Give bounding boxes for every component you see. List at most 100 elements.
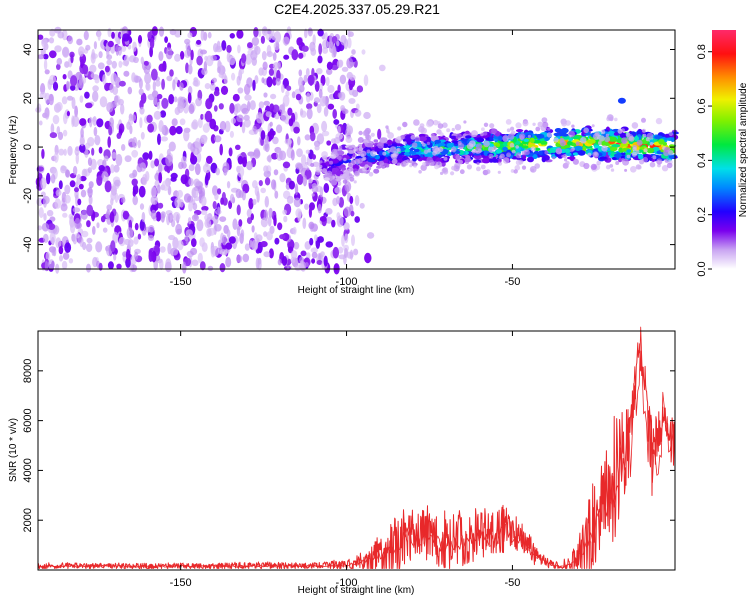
spectrogram-band-mark <box>670 137 675 143</box>
spectrogram-noise-mark <box>343 222 350 231</box>
spectrogram-halo-mark <box>607 114 614 121</box>
spectrogram-halo-mark <box>427 148 431 153</box>
spectrogram-halo-mark <box>519 133 526 140</box>
spectrogram-noise-mark <box>96 222 100 229</box>
spectrogram-noise-mark <box>59 255 63 262</box>
spectrogram-noise-mark <box>115 37 121 44</box>
spectrogram-noise-mark <box>43 53 49 60</box>
spectrogram-noise-mark <box>267 154 272 163</box>
colorbar-gradient <box>712 30 736 269</box>
snr-y-tick-label: 2000 <box>22 508 34 532</box>
spectrogram-noise-mark <box>192 202 198 211</box>
spectrogram-noise-mark <box>174 30 182 38</box>
spectrogram-band-mark <box>382 143 389 148</box>
spectrogram-noise-mark <box>67 35 74 45</box>
spectrogram-noise-mark <box>188 178 194 187</box>
spectrogram-noise-mark <box>331 64 339 71</box>
spectrogram-halo-mark <box>488 146 495 153</box>
spectrogram-noise-mark <box>343 206 352 217</box>
spectrogram-noise-mark <box>133 236 139 245</box>
spectrogram-halo-mark <box>426 156 434 164</box>
spectrogram-noise-mark <box>251 239 259 251</box>
spectrogram-noise-mark <box>204 174 209 186</box>
spectrogram-noise-mark <box>81 168 88 178</box>
spectrogram-noise-mark <box>245 53 252 65</box>
spectrogram-noise-mark <box>159 258 164 271</box>
spectrogram-noise-mark <box>260 35 265 44</box>
spectrogram-noise-mark <box>264 134 269 144</box>
spectrogram-noise-mark <box>273 31 282 44</box>
spectrogram-halo-mark <box>310 163 315 167</box>
spectrogram-noise-mark <box>191 238 197 248</box>
spectrogram-noise-mark <box>264 177 271 186</box>
spectrogram-noise-mark <box>120 197 126 204</box>
spectrogram-band-mark <box>323 177 330 181</box>
spectrogram-noise-mark <box>183 129 190 142</box>
spectrogram-halo-mark <box>643 148 648 153</box>
spectrogram-noise-mark <box>61 46 70 58</box>
spectrogram-noise-mark <box>218 72 225 78</box>
spectrogram-noise-mark <box>126 121 131 130</box>
spectrogram-noise-mark <box>106 209 111 220</box>
spectrogram-halo-mark <box>610 168 615 172</box>
spectrogram-noise-mark <box>325 208 333 215</box>
spectrogram-noise-mark <box>107 40 114 48</box>
spectrogram-noise-mark <box>91 147 95 156</box>
spectrogram-noise-mark <box>281 84 285 93</box>
spectrogram-noise-mark <box>327 103 335 110</box>
spectrogram-noise-mark <box>241 107 249 115</box>
spectrogram-halo-mark <box>502 157 510 164</box>
spectrogram-noise-mark <box>51 247 55 256</box>
spectrogram-halo-mark <box>353 180 357 184</box>
spectrogram-noise-mark <box>196 55 203 66</box>
snr-y-tick-label: 6000 <box>22 408 34 432</box>
spectrogram-noise-mark <box>297 136 301 146</box>
spectrogram-noise-mark <box>281 256 288 266</box>
spectrogram-noise-mark <box>157 93 163 100</box>
spectrogram-band-mark <box>566 156 576 160</box>
spectrogram-halo-mark <box>342 173 348 179</box>
snr-x-axis-title: Height of straight line (km) <box>298 585 415 596</box>
spectrogram-band-mark <box>609 146 618 152</box>
spectrogram-noise-mark <box>115 153 123 166</box>
spectrogram-noise-mark <box>323 255 328 267</box>
spectrogram-noise-mark <box>260 217 268 228</box>
spectrogram-noise-mark <box>279 173 286 183</box>
spectrogram-halo-mark <box>455 154 461 160</box>
spectrogram-noise-mark <box>325 216 333 224</box>
spectrogram-halo-mark <box>347 162 354 169</box>
spectrogram-noise-mark <box>137 233 142 240</box>
spectrogram-noise-mark <box>309 237 314 246</box>
spectrogram-noise-mark <box>101 171 109 183</box>
spectrogram-noise-mark <box>271 179 276 190</box>
spectrogram-halo-mark <box>451 127 455 132</box>
spectrogram-band-mark <box>564 148 571 154</box>
spectrogram-noise-mark <box>347 37 352 49</box>
spectrogram-noise-mark <box>277 222 283 231</box>
spectrogram-noise-mark <box>134 251 139 261</box>
spectrogram-halo-mark <box>546 132 552 138</box>
spectrogram-noise-mark <box>104 65 110 73</box>
spectrogram-noise-mark <box>70 54 74 64</box>
spectrogram-noise-mark <box>291 91 296 99</box>
spectrogram-noise-mark <box>132 136 138 149</box>
colorbar-tick-label: 0.2 <box>696 207 708 222</box>
spectrogram-noise-mark <box>62 252 70 260</box>
spectrogram-noise-mark <box>254 45 261 55</box>
spectrogram-halo-mark <box>389 146 397 153</box>
spectrogram-noise-mark <box>351 49 356 55</box>
spectrogram-noise-mark <box>124 238 131 246</box>
spectrogram-noise-mark <box>204 110 213 123</box>
spectrogram-noise-mark <box>94 77 100 84</box>
spectrogram-halo-mark <box>481 127 485 132</box>
spectrogram-noise-mark <box>185 237 189 245</box>
spectrogram-band-mark <box>554 128 562 133</box>
spectrogram-noise-mark <box>165 154 173 167</box>
spectrogram-noise-mark <box>326 41 333 48</box>
spectrogram-noise-mark <box>203 61 208 72</box>
spectrogram-noise-mark <box>287 137 292 150</box>
spectrogram-noise-mark <box>153 110 162 120</box>
spectrogram-noise-mark <box>232 93 240 102</box>
spectrogram-noise-mark <box>312 154 316 160</box>
spectrogram-noise-mark <box>131 72 136 83</box>
